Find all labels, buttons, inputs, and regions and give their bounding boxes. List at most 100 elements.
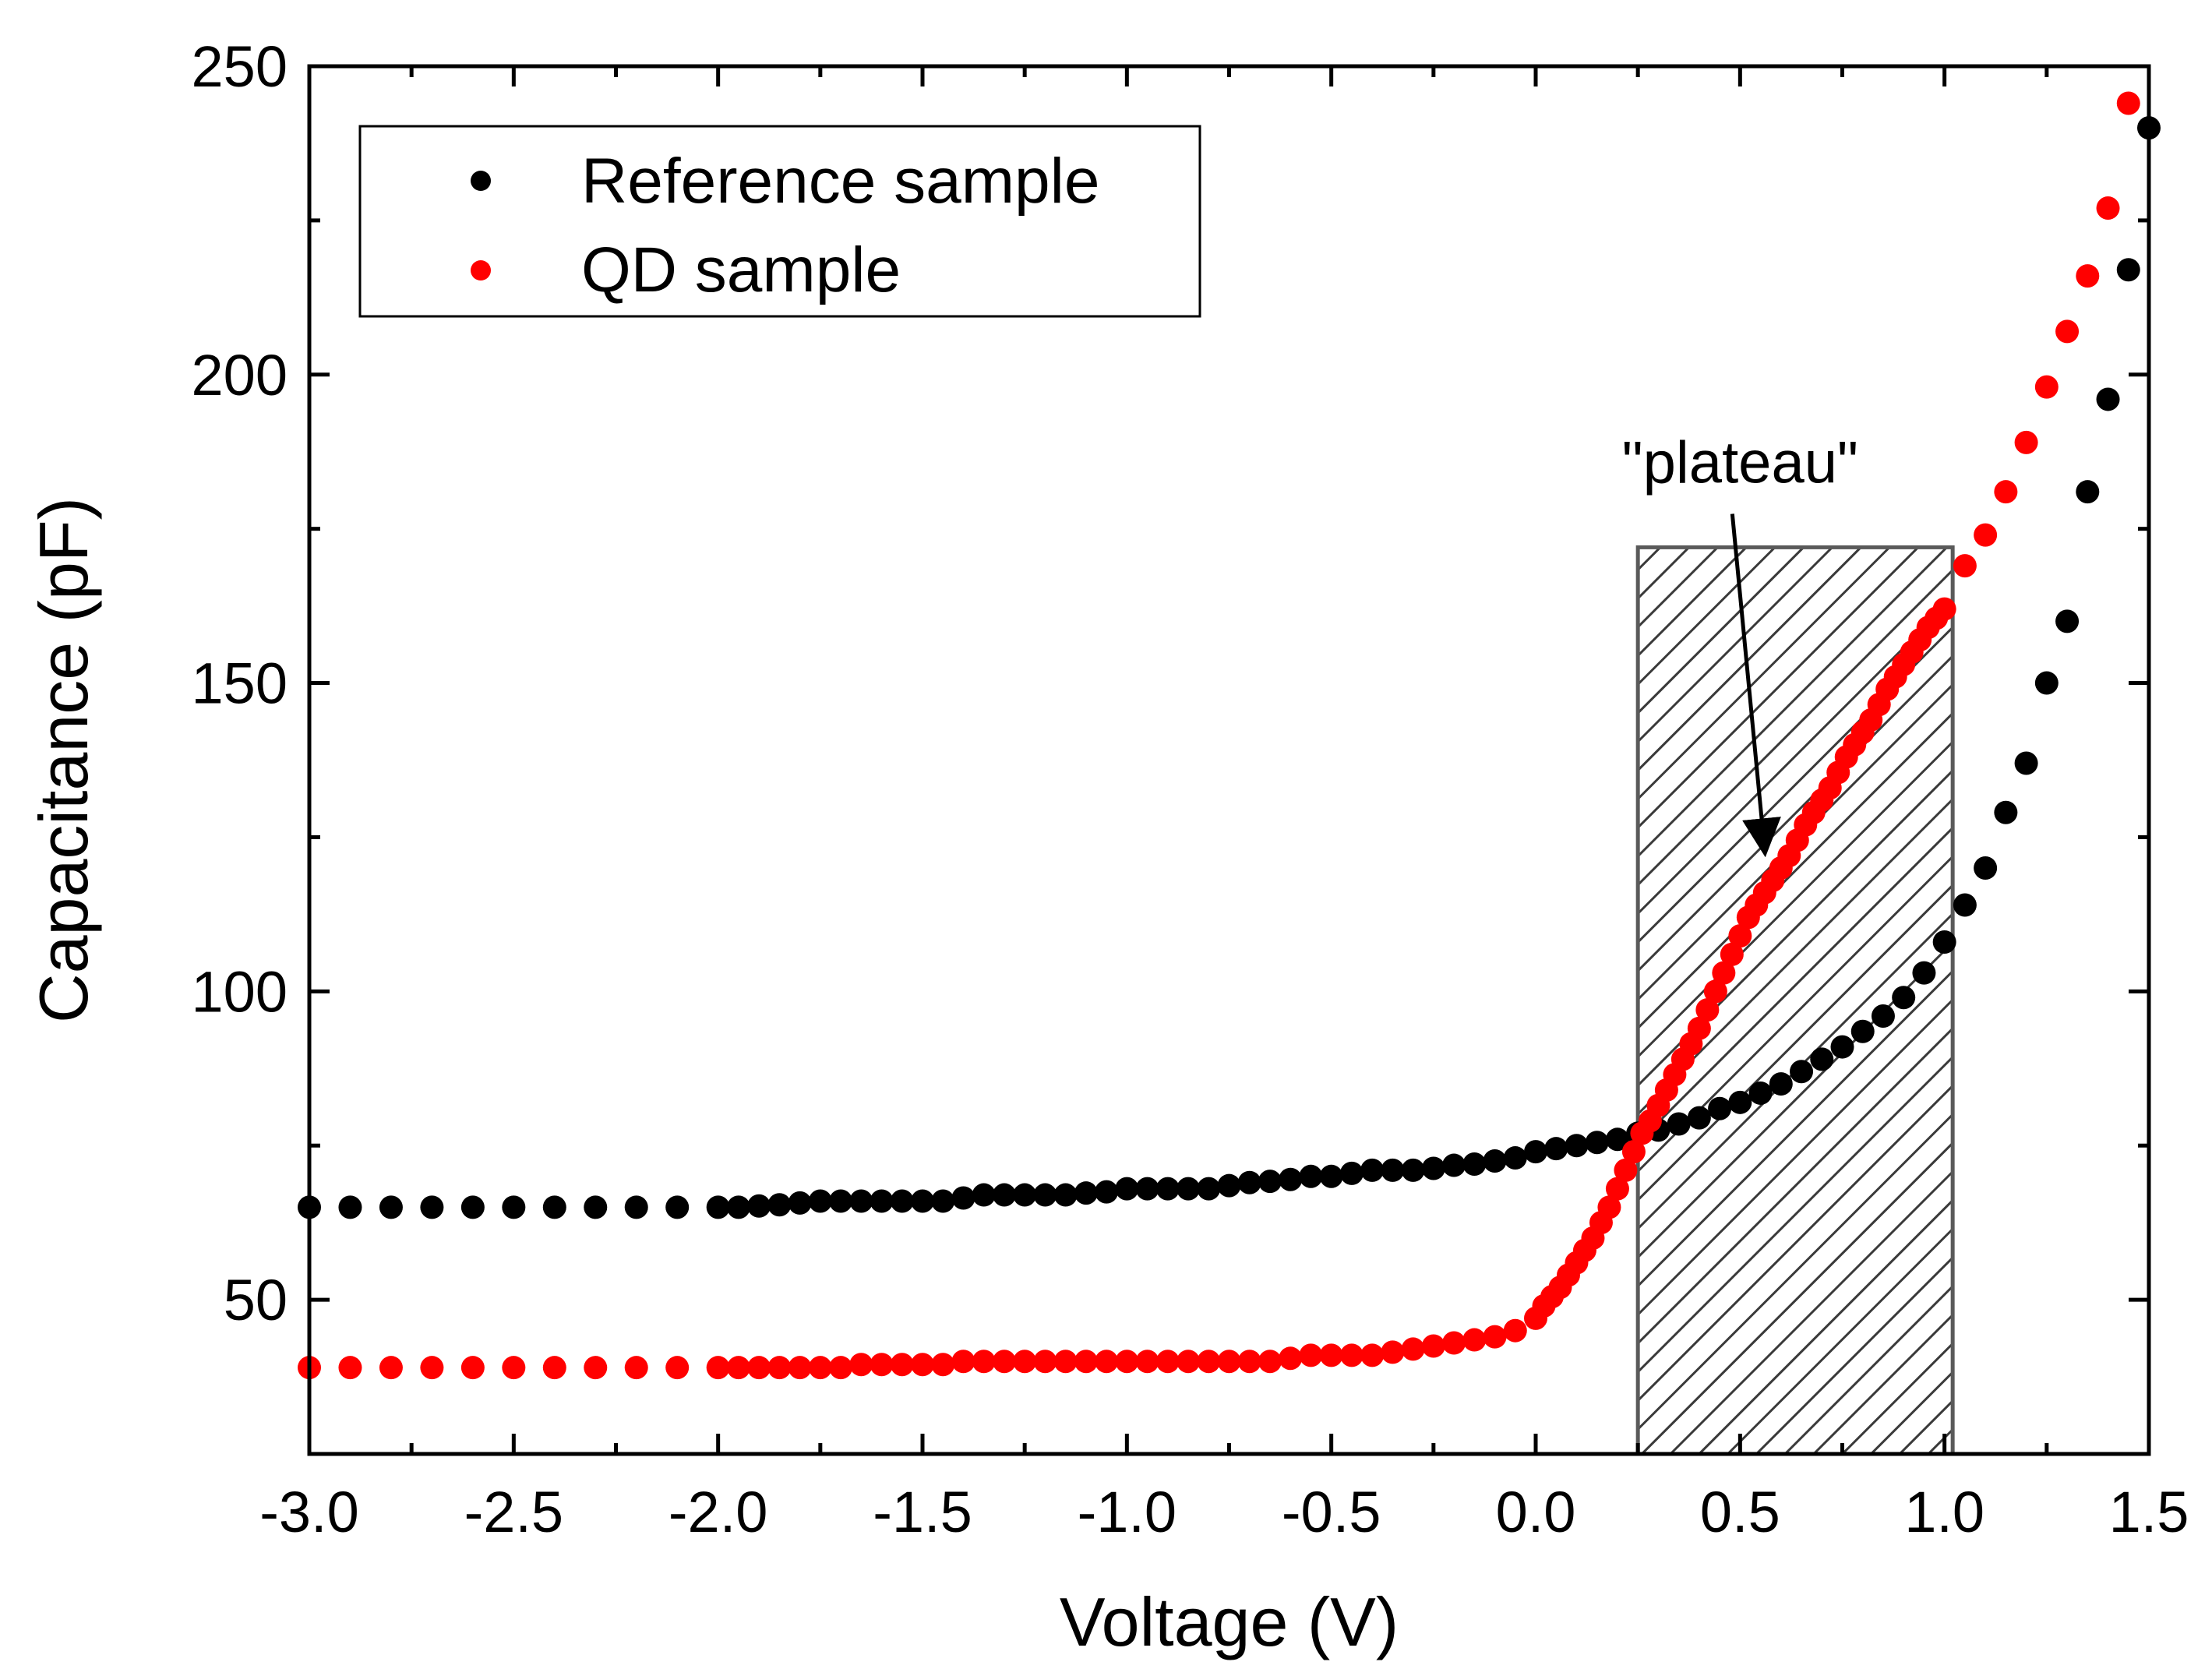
data-point — [788, 1191, 812, 1215]
data-point — [1503, 1146, 1527, 1170]
data-point — [1687, 1106, 1711, 1130]
data-point — [1258, 1350, 1282, 1374]
data-point — [911, 1189, 934, 1213]
data-point — [1299, 1164, 1323, 1188]
data-point — [767, 1356, 792, 1380]
data-point — [726, 1356, 750, 1380]
data-point — [1177, 1177, 1201, 1201]
data-point — [1339, 1161, 1364, 1185]
data-point — [1299, 1343, 1323, 1367]
legend-label-qd: QD sample — [581, 235, 901, 305]
data-point — [1462, 1328, 1487, 1352]
data-point — [747, 1356, 771, 1380]
data-point — [1695, 998, 1720, 1022]
data-point — [1912, 961, 1936, 985]
data-point — [1994, 480, 2018, 504]
data-point — [1360, 1343, 1385, 1367]
data-point — [1095, 1350, 1119, 1374]
legend-marker-reference — [471, 171, 491, 191]
data-point — [2076, 264, 2100, 288]
data-point — [1614, 1158, 1638, 1182]
data-point — [972, 1350, 996, 1374]
data-point — [1748, 1081, 1773, 1105]
data-point — [2076, 480, 2100, 504]
x-tick-label: -1.0 — [1078, 1480, 1177, 1544]
data-point — [584, 1195, 608, 1219]
data-point — [420, 1195, 444, 1219]
data-point — [1319, 1164, 1343, 1188]
data-point — [706, 1195, 730, 1219]
data-point — [1217, 1173, 1241, 1198]
data-point — [1605, 1127, 1629, 1152]
data-point — [1135, 1177, 1159, 1201]
data-point — [951, 1186, 975, 1210]
x-tick-label: 1.5 — [2109, 1480, 2189, 1544]
data-point — [1687, 1016, 1711, 1040]
data-point — [338, 1356, 362, 1380]
data-point — [1053, 1350, 1078, 1374]
data-point — [890, 1353, 914, 1377]
y-tick-label: 200 — [192, 343, 288, 408]
data-point — [420, 1356, 444, 1380]
data-point — [1994, 800, 2018, 824]
data-point — [2055, 609, 2080, 633]
data-point — [542, 1195, 566, 1219]
data-point — [1830, 1035, 1854, 1059]
data-point — [1871, 1004, 1895, 1028]
data-point — [890, 1189, 914, 1213]
x-tick-label: -1.5 — [873, 1480, 972, 1544]
y-tick-label: 250 — [192, 34, 288, 99]
x-tick-label: 0.0 — [1496, 1480, 1576, 1544]
data-point — [706, 1356, 730, 1380]
legend-marker-qd — [471, 260, 491, 281]
data-point — [1177, 1350, 1201, 1374]
data-point — [502, 1356, 526, 1380]
x-tick-label: -2.0 — [669, 1480, 768, 1544]
data-point — [1932, 597, 1956, 621]
data-point — [992, 1183, 1016, 1207]
data-point — [379, 1195, 403, 1219]
data-point — [1155, 1350, 1180, 1374]
data-point — [1217, 1350, 1241, 1374]
data-point — [1421, 1334, 1445, 1358]
x-axis-title: Voltage (V) — [1060, 1583, 1399, 1660]
data-point — [584, 1356, 608, 1380]
data-point — [1401, 1158, 1425, 1182]
data-point — [1524, 1140, 1547, 1164]
data-point — [1339, 1343, 1364, 1367]
data-point — [1013, 1183, 1037, 1207]
data-point — [1115, 1350, 1139, 1374]
data-point — [1381, 1340, 1405, 1364]
data-point — [1810, 1047, 1834, 1071]
data-point — [1483, 1325, 1507, 1349]
legend-box — [358, 125, 1201, 318]
data-point — [1932, 930, 1956, 954]
data-point — [931, 1189, 955, 1213]
data-point — [665, 1356, 690, 1380]
plateau-label: "plateau" — [1622, 430, 1858, 496]
data-point — [788, 1356, 812, 1380]
data-point — [829, 1356, 853, 1380]
data-point — [1621, 1140, 1646, 1164]
x-tick-label: -3.0 — [259, 1480, 359, 1544]
data-point — [1258, 1170, 1282, 1194]
y-tick-label: 150 — [192, 651, 288, 716]
legend: Reference sample QD sample — [358, 125, 1201, 318]
data-point — [502, 1195, 526, 1219]
data-point — [1708, 1096, 1732, 1120]
data-point — [1115, 1177, 1139, 1201]
y-tick-label: 50 — [224, 1268, 288, 1332]
data-point — [931, 1353, 955, 1377]
data-point — [870, 1189, 894, 1213]
data-point — [849, 1353, 873, 1377]
data-point — [870, 1353, 894, 1377]
data-point — [1442, 1331, 1466, 1355]
data-point — [1421, 1156, 1445, 1180]
data-point — [2034, 671, 2059, 695]
data-point — [624, 1195, 648, 1219]
y-tick-label: 100 — [192, 959, 288, 1024]
data-point — [1033, 1350, 1057, 1374]
data-point — [829, 1189, 853, 1213]
data-point — [1381, 1158, 1405, 1182]
